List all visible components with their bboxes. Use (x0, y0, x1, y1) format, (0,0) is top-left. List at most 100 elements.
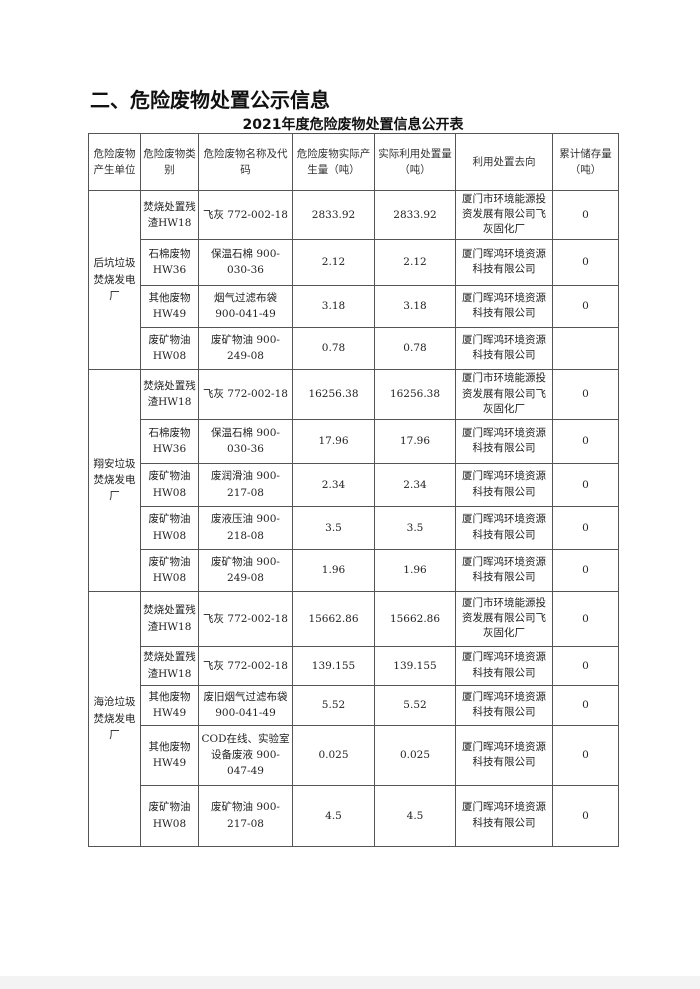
table-row: 其他废物HW49 COD在线、实验室设备废液 900-047-49 0.025 0.0… (89, 724, 619, 786)
destination-cell: 厦门市环境能源投资发展有限公司飞灰固化厂 (455, 590, 553, 647)
header-cell: 累计储存量（吨） (552, 133, 619, 191)
destination-cell: 厦门晖鸿环境资源科技有限公司 (455, 462, 553, 507)
disposed-cell: 15662.86 (374, 590, 456, 647)
unit-cell: 海沧垃圾焚烧发电厂 (88, 590, 141, 847)
category-cell: 其他废物HW49 (140, 284, 199, 328)
storage-cell (552, 326, 619, 370)
waste-name-cell: 飞灰 772-002-18 (198, 645, 293, 686)
disposed-cell: 0.025 (374, 724, 456, 786)
produced-cell: 15662.86 (292, 590, 375, 647)
storage-cell: 0 (552, 462, 619, 507)
storage-cell: 0 (552, 684, 619, 726)
table-row: 后坑垃圾焚烧发电厂 焚烧处置残渣HW18 飞灰 772-002-18 2833.92 2… (88, 190, 619, 370)
unit-cell: 翔安垃圾焚烧发电厂 (88, 368, 141, 592)
table-row: 废矿物油HW08 废液压油 900-218-08 3.5 3.5 厦门晖鸿环境资源科技有… (89, 505, 619, 550)
produced-cell: 139.155 (292, 645, 375, 686)
produced-cell: 5.52 (292, 684, 375, 726)
waste-name-cell: 废矿物油 900-249-08 (198, 548, 293, 592)
header-cell: 危险废物名称及代码 (198, 133, 293, 191)
produced-cell: 4.5 (292, 784, 375, 847)
disposed-cell: 2833.92 (374, 190, 456, 240)
category-cell: 石棉废物HW36 (140, 238, 199, 286)
destination-cell: 厦门晖鸿环境资源科技有限公司 (455, 684, 553, 726)
disposed-cell: 17.96 (374, 418, 456, 464)
waste-name-cell: 废矿物油 900-249-08 (198, 326, 293, 370)
storage-cell: 0 (552, 548, 619, 592)
produced-cell: 2833.92 (292, 190, 375, 240)
table-row: 焚烧处置残渣HW18 飞灰 772-002-18 139.155 139.155 厦门晖… (89, 645, 619, 686)
category-cell: 废矿物油HW08 (140, 462, 199, 507)
category-cell: 石棉废物HW36 (140, 418, 199, 464)
header-cell: 危险废物产生单位 (88, 133, 141, 191)
storage-cell: 0 (552, 505, 619, 550)
produced-cell: 1.96 (292, 548, 375, 592)
storage-cell: 0 (552, 784, 619, 847)
disposed-cell: 3.5 (374, 505, 456, 550)
category-cell: 废矿物油HW08 (140, 505, 199, 550)
waste-name-cell: 废润滑油 900-217-08 (198, 462, 293, 507)
waste-name-cell: 废旧烟气过滤布袋 900-041-49 (198, 684, 293, 726)
disposed-cell: 16256.38 (374, 368, 456, 420)
table-row: 废矿物油HW08 废矿物油 900-217-08 4.5 4.5 厦门晖鸿环境资源科技有… (89, 784, 619, 847)
table-row: 废矿物油HW08 废润滑油 900-217-08 2.34 2.34 厦门晖鸿环境资源科… (89, 462, 619, 507)
header-cell: 利用处置去向 (455, 133, 553, 191)
category-cell: 其他废物HW49 (140, 724, 199, 786)
unit-cell: 后坑垃圾焚烧发电厂 (88, 190, 141, 370)
table-row: 废矿物油HW08 废矿物油 900-249-08 0.78 0.78 厦门晖鸿环境资源科… (89, 326, 619, 370)
table-row: 其他废物HW49 烟气过滤布袋 900-041-49 3.18 3.18 厦门晖鸿环境资… (89, 284, 619, 328)
disposed-cell: 139.155 (374, 645, 456, 686)
category-cell: 废矿物油HW08 (140, 548, 199, 592)
table-row: 石棉废物HW36 保温石棉 900-030-36 2.12 2.12 厦门晖鸿环境资源科… (89, 238, 619, 286)
table-row: 石棉废物HW36 保温石棉 900-030-36 17.96 17.96 厦门晖鸿环境资… (89, 418, 619, 464)
destination-cell: 厦门晖鸿环境资源科技有限公司 (455, 284, 553, 328)
header-cell: 危险废物实际产生量（吨） (292, 133, 375, 191)
disposed-cell: 2.34 (374, 462, 456, 507)
storage-cell: 0 (552, 645, 619, 686)
waste-name-cell: 飞灰 772-002-18 (198, 590, 293, 647)
category-cell: 废矿物油HW08 (140, 784, 199, 847)
storage-cell: 0 (552, 190, 619, 240)
produced-cell: 0.78 (292, 326, 375, 370)
disposed-cell: 4.5 (374, 784, 456, 847)
produced-cell: 3.18 (292, 284, 375, 328)
destination-cell: 厦门晖鸿环境资源科技有限公司 (455, 645, 553, 686)
section-title: 二、危险废物处置公示信息 (90, 88, 330, 112)
produced-cell: 2.12 (292, 238, 375, 286)
produced-cell: 16256.38 (292, 368, 375, 420)
destination-cell: 厦门晖鸿环境资源科技有限公司 (455, 418, 553, 464)
waste-name-cell: 飞灰 772-002-18 (198, 190, 293, 240)
destination-cell: 厦门市环境能源投资发展有限公司飞灰固化厂 (455, 190, 553, 240)
category-cell: 焚烧处置残渣HW18 (140, 190, 199, 240)
waste-name-cell: 保温石棉 900-030-36 (198, 418, 293, 464)
destination-cell: 厦门晖鸿环境资源科技有限公司 (455, 548, 553, 592)
storage-cell: 0 (552, 238, 619, 286)
disposed-cell: 2.12 (374, 238, 456, 286)
storage-cell: 0 (552, 284, 619, 328)
header-cell: 危险废物类别 (140, 133, 199, 191)
table-row: 海沧垃圾焚烧发电厂 焚烧处置残渣HW18 飞灰 772-002-18 15662.86… (88, 590, 619, 847)
category-cell: 焚烧处置残渣HW18 (140, 645, 199, 686)
produced-cell: 2.34 (292, 462, 375, 507)
category-cell: 其他废物HW49 (140, 684, 199, 726)
table-row: 其他废物HW49 废旧烟气过滤布袋 900-041-49 5.52 5.52 厦门晖鸿环… (89, 684, 619, 726)
page-footer-strip (0, 976, 700, 989)
destination-cell: 厦门市环境能源投资发展有限公司飞灰固化厂 (455, 368, 553, 420)
produced-cell: 0.025 (292, 724, 375, 786)
storage-cell: 0 (552, 724, 619, 786)
destination-cell: 厦门晖鸿环境资源科技有限公司 (455, 784, 553, 847)
destination-cell: 厦门晖鸿环境资源科技有限公司 (455, 505, 553, 550)
waste-name-cell: 保温石棉 900-030-36 (198, 238, 293, 286)
category-cell: 焚烧处置残渣HW18 (140, 368, 199, 420)
category-cell: 废矿物油HW08 (140, 326, 199, 370)
table-title: 2021年度危险废物处置信息公开表 (242, 117, 464, 133)
disposed-cell: 5.52 (374, 684, 456, 726)
category-cell: 焚烧处置残渣HW18 (140, 590, 199, 647)
header-cell: 实际利用处置量（吨） (374, 133, 456, 191)
disposed-cell: 0.78 (374, 326, 456, 370)
destination-cell: 厦门晖鸿环境资源科技有限公司 (455, 724, 553, 786)
produced-cell: 17.96 (292, 418, 375, 464)
storage-cell: 0 (552, 418, 619, 464)
hazardous-waste-table: 危险废物产生单位 危险废物类别 危险废物名称及代码 危险废物实际产生量（吨） 实际利用处… (88, 133, 619, 847)
waste-name-cell: 废矿物油 900-217-08 (198, 784, 293, 847)
storage-cell: 0 (552, 368, 619, 420)
